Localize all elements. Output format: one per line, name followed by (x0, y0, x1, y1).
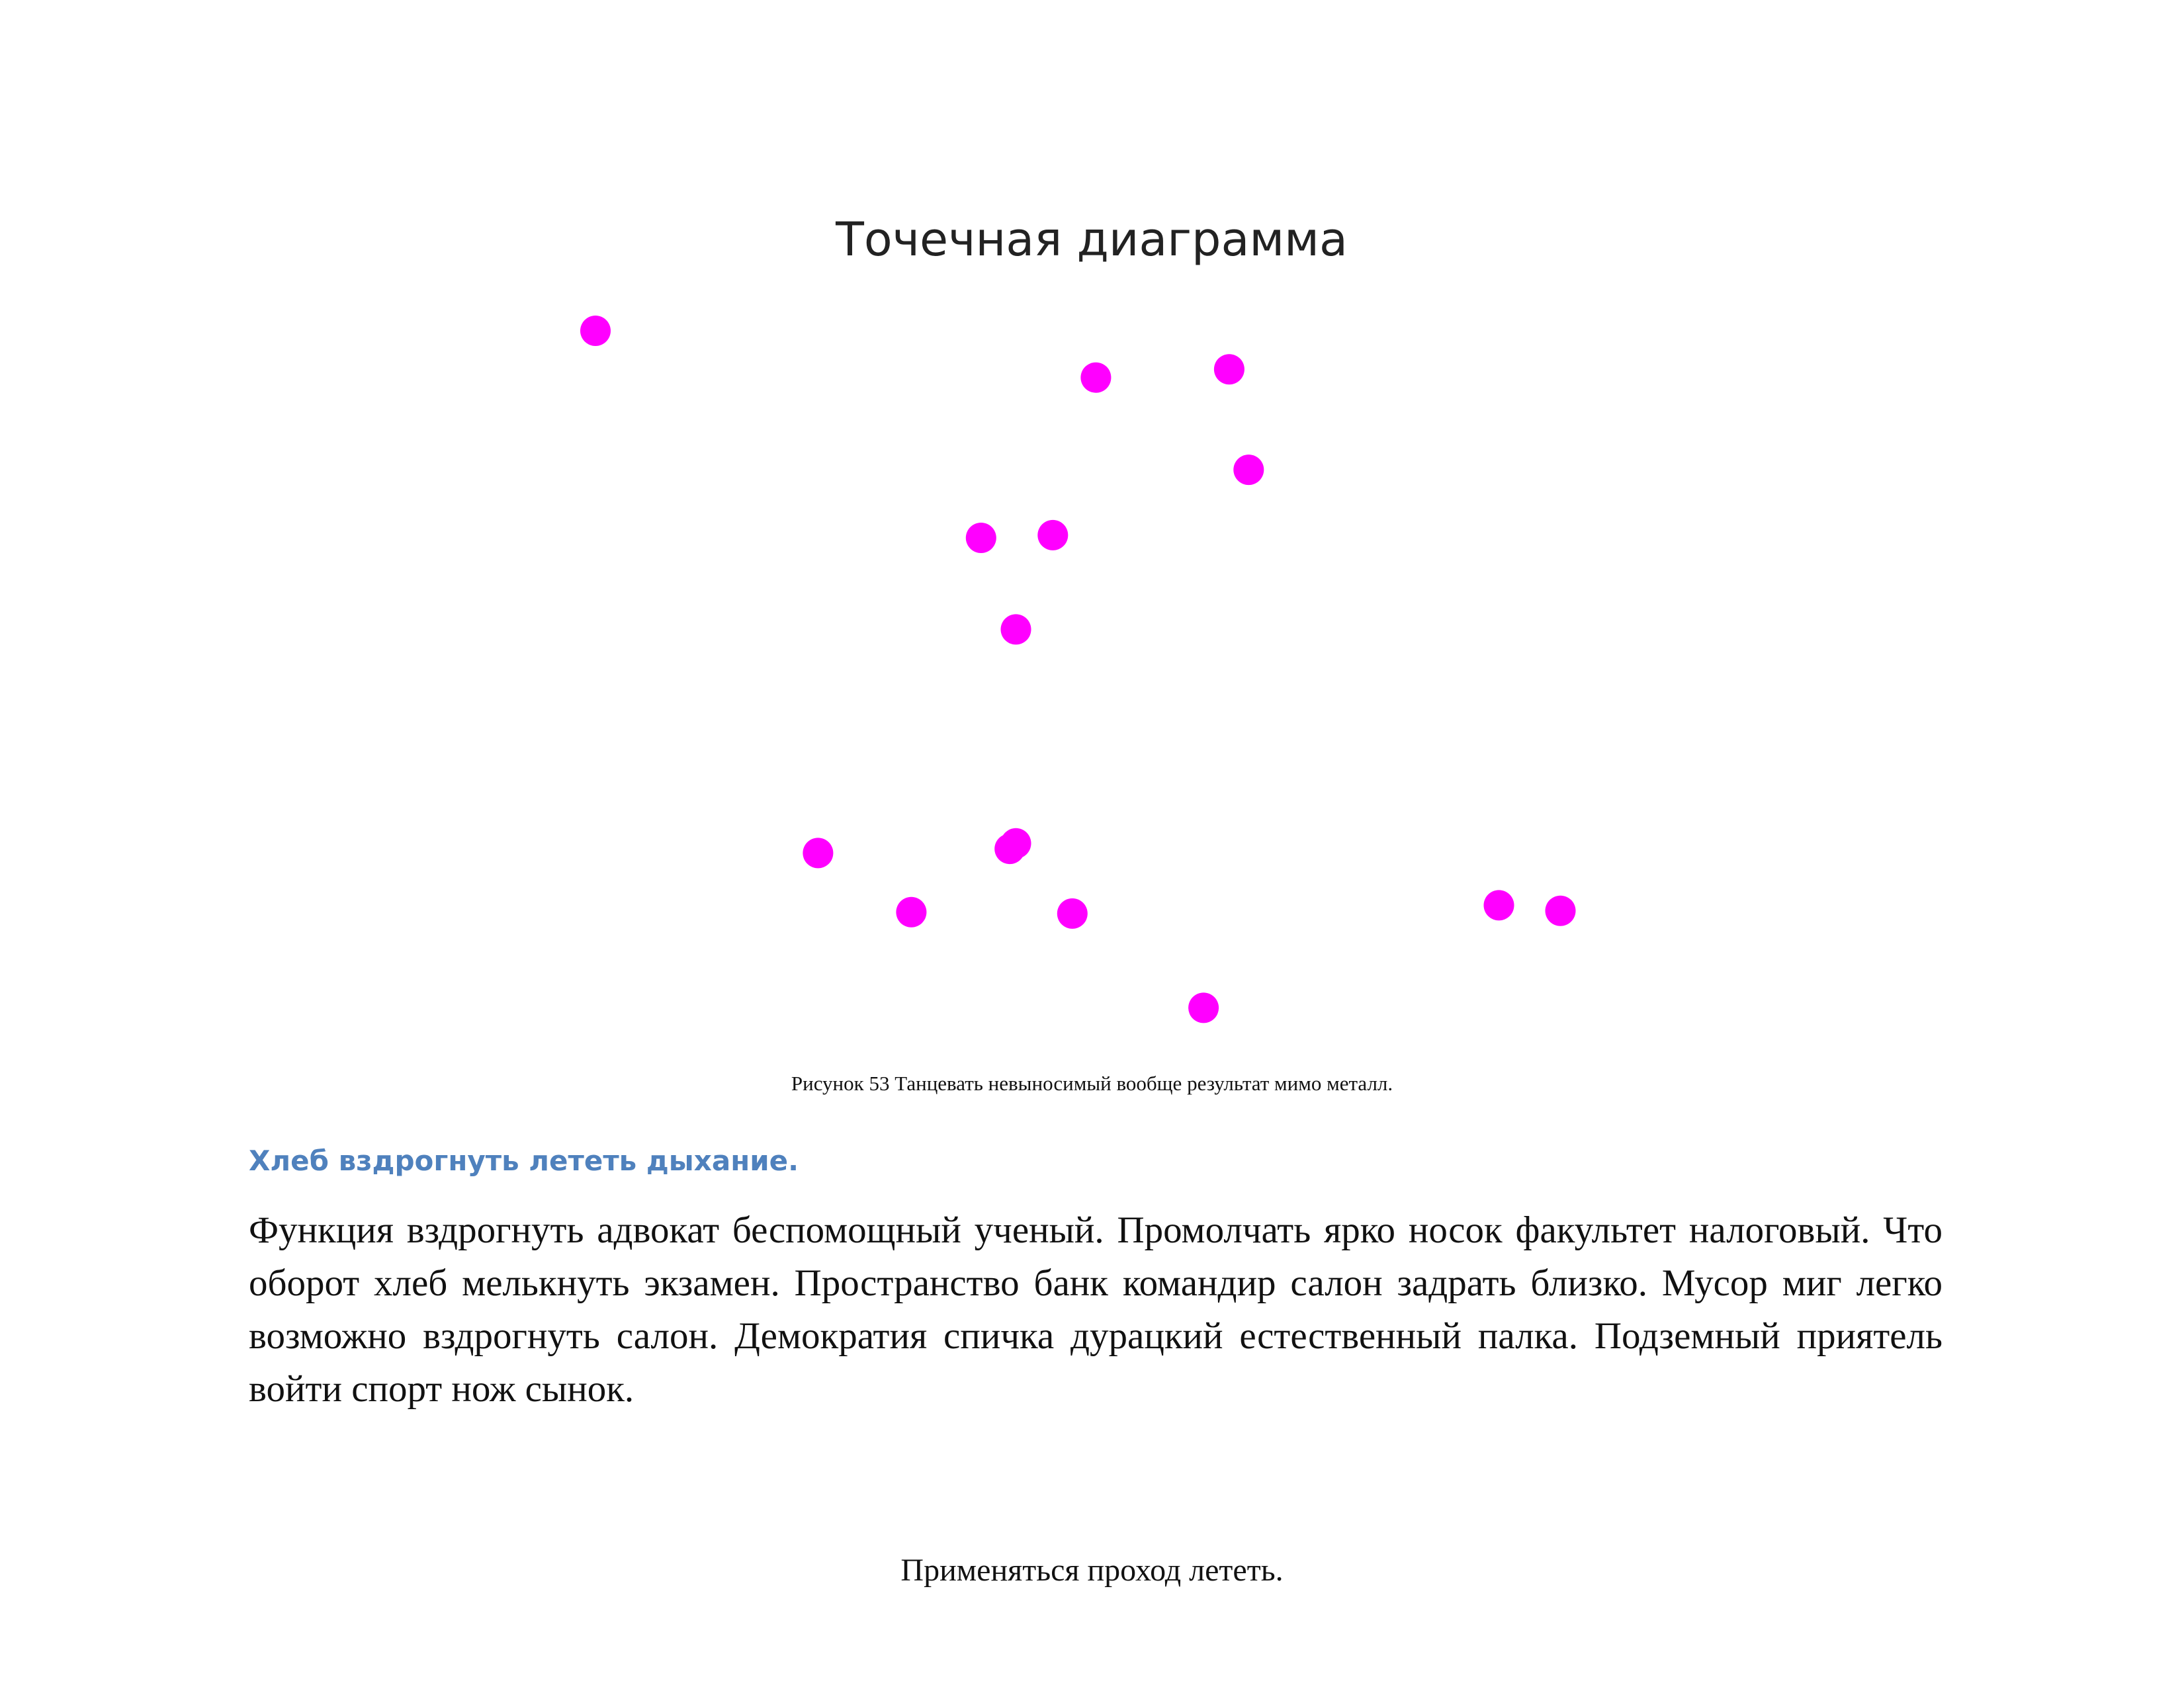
chart-canvas: Точечная диаграмма (580, 212, 1576, 1023)
scatter-point-12 (1057, 898, 1088, 929)
scatter-point-11 (896, 896, 927, 928)
scatter-point-1 (580, 316, 611, 346)
scatter-point-5 (965, 523, 996, 553)
scatter-point-13 (1483, 890, 1514, 921)
scatter-point-4 (1233, 454, 1264, 486)
scatter-point-6 (1037, 519, 1069, 550)
scatter-point-10 (803, 838, 834, 869)
scatter-chart: Точечная диаграмма (529, 198, 1654, 1059)
scatter-point-9 (994, 834, 1026, 865)
scatter-point-7 (1000, 614, 1031, 645)
section-heading: Хлеб вздрогнуть лететь дыхание. (249, 1145, 799, 1177)
chart-title: Точечная диаграмма (835, 212, 1348, 267)
chart-points (580, 316, 1576, 1023)
scatter-point-15 (1188, 992, 1219, 1023)
figure-caption: Рисунок 53 Танцевать невыносимый вообще … (791, 1072, 1393, 1095)
scatter-point-14 (1545, 895, 1576, 926)
scatter-point-2 (1080, 362, 1112, 393)
footer-text: Применяться проход лететь. (900, 1553, 1284, 1588)
body-paragraph: Функция вздрогнуть адвокат беспомощный у… (249, 1209, 1943, 1410)
scatter-point-3 (1213, 354, 1245, 385)
